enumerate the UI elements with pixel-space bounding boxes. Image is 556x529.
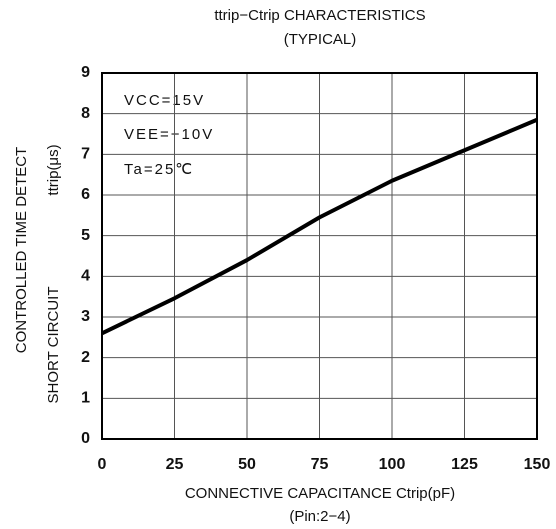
x-tick-label: 0 <box>98 456 107 473</box>
y-tick-label: 7 <box>81 146 90 163</box>
annotation: Ta=25℃ <box>124 161 194 178</box>
y-tick-label: 4 <box>81 268 90 285</box>
x-tick-label: 50 <box>238 456 256 473</box>
y-tick-label: 2 <box>81 349 90 366</box>
y-tick-label: 0 <box>81 430 90 447</box>
y-tick-label: 5 <box>81 227 90 244</box>
annotation: VEE=−10V <box>124 126 214 143</box>
y-axis-label: ttrip(μs) <box>45 144 62 195</box>
plot-frame <box>101 72 538 440</box>
y-tick-label: 6 <box>81 186 90 203</box>
y-tick-label: 3 <box>81 308 90 325</box>
x-axis-label: CONNECTIVE CAPACITANCE Ctrip(pF) <box>185 485 455 502</box>
x-tick-label: 100 <box>379 456 406 473</box>
annotation: VCC=15V <box>124 92 205 109</box>
y-axis-label: SHORT CIRCUIT <box>45 287 62 404</box>
x-tick-label: 125 <box>451 456 478 473</box>
y-axis-label: CONTROLLED TIME DETECT <box>13 147 30 353</box>
data-line <box>101 117 538 336</box>
x-tick-label: 75 <box>311 456 329 473</box>
y-tick-label: 1 <box>81 390 90 407</box>
x-tick-label: 25 <box>166 456 184 473</box>
x-tick-label: 150 <box>524 456 551 473</box>
y-tick-label: 9 <box>81 64 90 81</box>
x-axis-label: (Pin:2−4) <box>289 508 350 525</box>
chart-title: ttrip−Ctrip CHARACTERISTICS <box>214 7 425 24</box>
chart-title: (TYPICAL) <box>284 31 357 48</box>
y-tick-label: 8 <box>81 105 90 122</box>
